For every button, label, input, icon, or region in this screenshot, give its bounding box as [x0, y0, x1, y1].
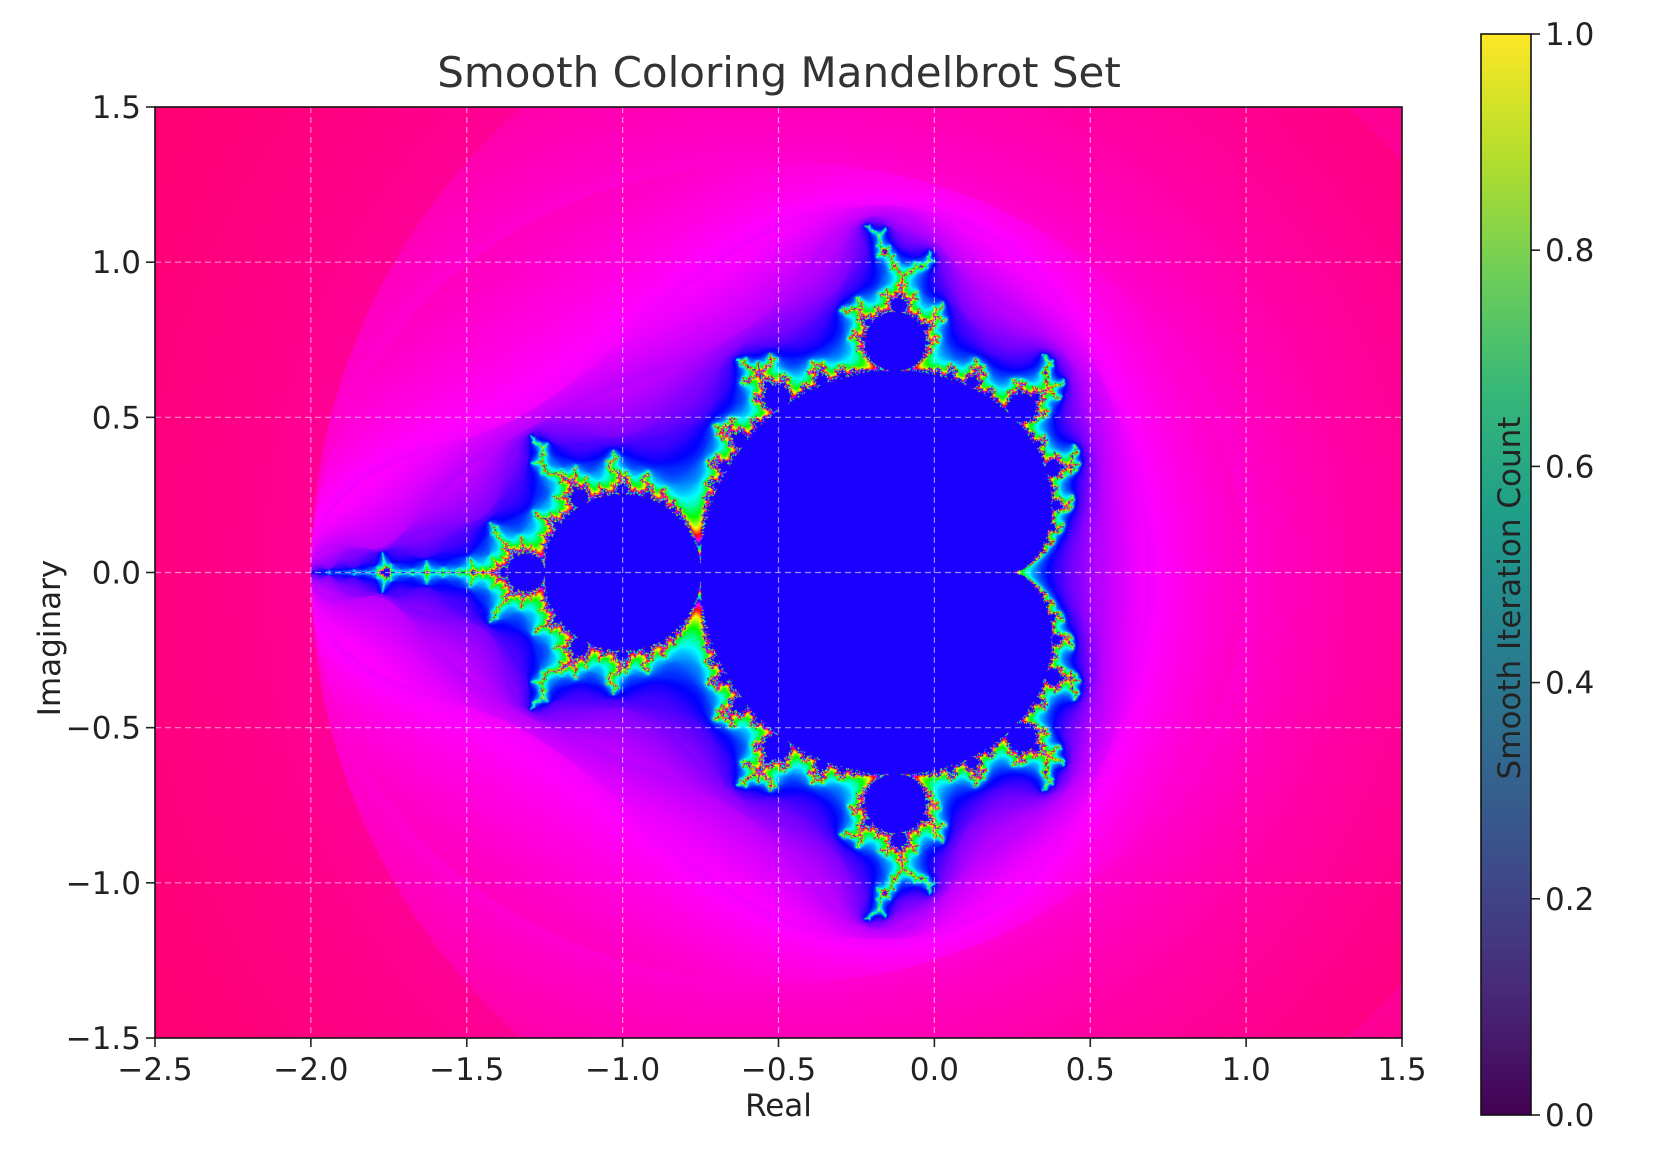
colorbar-tick-label: 0.4 [1545, 666, 1594, 702]
x-tick-label: 1.5 [1377, 1052, 1426, 1088]
y-tick-label: 1.0 [92, 245, 141, 281]
x-tick-label: 0.5 [1066, 1052, 1115, 1088]
colorbar-tick-label: 0.6 [1545, 449, 1594, 485]
y-tick-label: −1.5 [66, 1021, 141, 1057]
x-tick-label: −2.5 [117, 1052, 192, 1088]
y-axis-label: Imaginary [32, 559, 68, 717]
x-tick-label: 0.0 [910, 1052, 959, 1088]
x-tick-label: 1.0 [1221, 1052, 1270, 1088]
colorbar-tick-label: 0.0 [1545, 1098, 1594, 1134]
colorbar-frame [1480, 33, 1532, 1116]
x-tick-label: −1.0 [585, 1052, 660, 1088]
x-axis-label: Real [745, 1088, 812, 1124]
y-tick-label: 0.5 [92, 400, 141, 436]
chart-title: Smooth Coloring Mandelbrot Set [437, 48, 1121, 97]
y-tick-label: −1.0 [66, 866, 141, 902]
colorbar-label: Smooth Iteration Count [1492, 416, 1528, 780]
y-tick-label: 0.0 [92, 556, 141, 592]
y-tick-label: −0.5 [66, 711, 141, 747]
colorbar-tick-label: 0.8 [1545, 233, 1594, 269]
colorbar-tick-label: 0.2 [1545, 882, 1594, 918]
x-tick-label: −0.5 [741, 1052, 816, 1088]
x-tick-label: −2.0 [273, 1052, 348, 1088]
colorbar-gradient [1481, 34, 1531, 1115]
y-tick-label: 1.5 [92, 90, 141, 126]
x-tick-label: −1.5 [429, 1052, 504, 1088]
plot-frame [154, 106, 1403, 1039]
colorbar [1481, 34, 1531, 1115]
colorbar-tick-label: 1.0 [1545, 17, 1594, 53]
